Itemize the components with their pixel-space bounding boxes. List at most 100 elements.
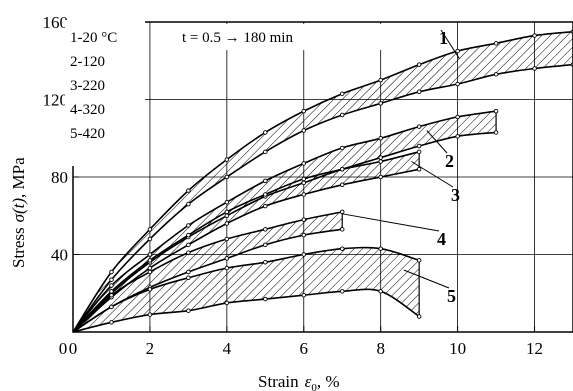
- curve-label-2: 2: [445, 151, 454, 171]
- data-point-series-5: [186, 275, 191, 281]
- data-point-series-2: [339, 145, 345, 151]
- data-point-series-1: [147, 236, 153, 242]
- data-point-series-5: [339, 246, 345, 251]
- legend: 1-20 °C 2-120 3-220 4-320 5-420: [65, 20, 145, 166]
- data-point-series-5: [186, 308, 191, 313]
- data-point-series-1: [339, 112, 345, 118]
- data-point-series-4: [224, 256, 230, 261]
- data-point-series-5: [109, 304, 114, 310]
- legend-entry-4: 4-320: [70, 102, 105, 118]
- data-point-series-5: [378, 246, 383, 251]
- data-point-series-4: [339, 227, 345, 232]
- x-tick-label: 10: [449, 339, 466, 358]
- data-point-series-2: [416, 143, 422, 149]
- legend-entry-1: 1-20 °C: [70, 30, 117, 46]
- legend-entry-5: 5-420: [70, 126, 105, 142]
- data-point-series-5: [109, 320, 114, 325]
- data-point-series-2: [224, 213, 230, 218]
- data-point-series-2: [147, 252, 153, 257]
- lower-curve-series-2: [72, 131, 497, 333]
- data-point-series-1: [263, 130, 268, 135]
- data-point-series-5: [224, 265, 230, 271]
- data-point-series-2: [186, 223, 191, 228]
- leader-line-2: [426, 130, 448, 154]
- data-point-series-3: [147, 265, 153, 271]
- data-point-series-3: [263, 203, 268, 209]
- data-point-series-4: [301, 217, 307, 222]
- data-point-series-5: [416, 258, 422, 263]
- data-point-series-3: [263, 192, 268, 197]
- leader-line-4: [342, 213, 440, 232]
- data-point-series-1: [186, 201, 191, 207]
- data-point-series-5: [339, 289, 345, 294]
- data-point-series-4: [186, 250, 191, 255]
- data-point-series-5: [263, 296, 268, 302]
- data-point-series-3: [186, 242, 191, 248]
- upper-curve-series-5: [72, 246, 420, 333]
- data-point-series-3: [378, 174, 383, 180]
- data-point-series-1: [493, 72, 499, 77]
- data-point-series-3: [339, 182, 345, 187]
- data-point-series-2: [493, 130, 499, 135]
- data-point-series-3: [378, 159, 383, 164]
- leader-line-5: [403, 269, 450, 289]
- data-point-series-1: [378, 101, 383, 106]
- data-point-series-4: [186, 269, 191, 275]
- data-point-series-2: [455, 114, 460, 120]
- data-point-series-1: [301, 128, 307, 133]
- data-point-series-4: [263, 227, 268, 232]
- data-point-series-3: [224, 221, 230, 226]
- upper-curve-series-2: [72, 110, 497, 333]
- data-point-series-3: [186, 232, 191, 238]
- x-axis-symbol: ε: [305, 372, 312, 391]
- legend-entry-2: 2-120: [70, 54, 105, 70]
- curve-label-3: 3: [451, 185, 460, 205]
- data-point-series-2: [263, 178, 268, 184]
- data-point-series-1: [416, 62, 422, 67]
- data-point-series-3: [339, 166, 345, 172]
- band-series-3: [73, 151, 420, 332]
- y-axis-symbol: σ(t): [9, 198, 28, 223]
- y-axis-unit: , MPa: [9, 157, 28, 198]
- data-point-series-5: [147, 312, 153, 317]
- data-point-series-1: [263, 149, 268, 155]
- x-tick-label: 4: [223, 339, 232, 358]
- data-point-series-5: [378, 289, 383, 294]
- data-point-series-4: [263, 242, 268, 248]
- data-point-series-1: [147, 227, 153, 232]
- data-point-series-1: [532, 33, 537, 38]
- x-tick-label: 0: [69, 339, 78, 358]
- data-point-series-3: [301, 192, 307, 197]
- data-point-series-2: [301, 180, 307, 186]
- data-point-series-1: [455, 81, 460, 87]
- data-point-series-1: [532, 66, 537, 71]
- curve-label-5: 5: [447, 286, 456, 306]
- data-point-series-4: [109, 292, 114, 298]
- data-point-series-4: [224, 236, 230, 242]
- x-tick-label: 12: [526, 339, 543, 358]
- data-point-series-2: [301, 161, 307, 166]
- data-point-series-4: [147, 269, 153, 275]
- x-axis-subscript: 0: [311, 382, 317, 391]
- data-point-series-2: [416, 124, 422, 129]
- data-point-series-5: [147, 287, 153, 292]
- data-point-series-3: [416, 166, 422, 172]
- data-point-series-3: [301, 176, 307, 182]
- x-tick-label: 6: [300, 339, 309, 358]
- x-axis-title: Strain ε0, %: [258, 372, 339, 391]
- data-point-series-1: [109, 269, 114, 275]
- x-tick-label: 2: [146, 339, 155, 358]
- x-axis-title-text: Strain: [258, 372, 299, 391]
- curve-labels: 1 2 3 4 5: [342, 28, 460, 306]
- band-series-5: [73, 247, 420, 332]
- leader-line-1: [440, 29, 460, 60]
- x-tick-label: 8: [376, 339, 385, 358]
- data-point-series-3: [224, 209, 230, 215]
- data-point-series-1: [109, 277, 114, 282]
- lower-curve-series-5: [72, 288, 420, 333]
- data-point-series-2: [378, 135, 383, 141]
- data-point-series-2: [224, 199, 230, 205]
- data-point-series-2: [109, 283, 114, 288]
